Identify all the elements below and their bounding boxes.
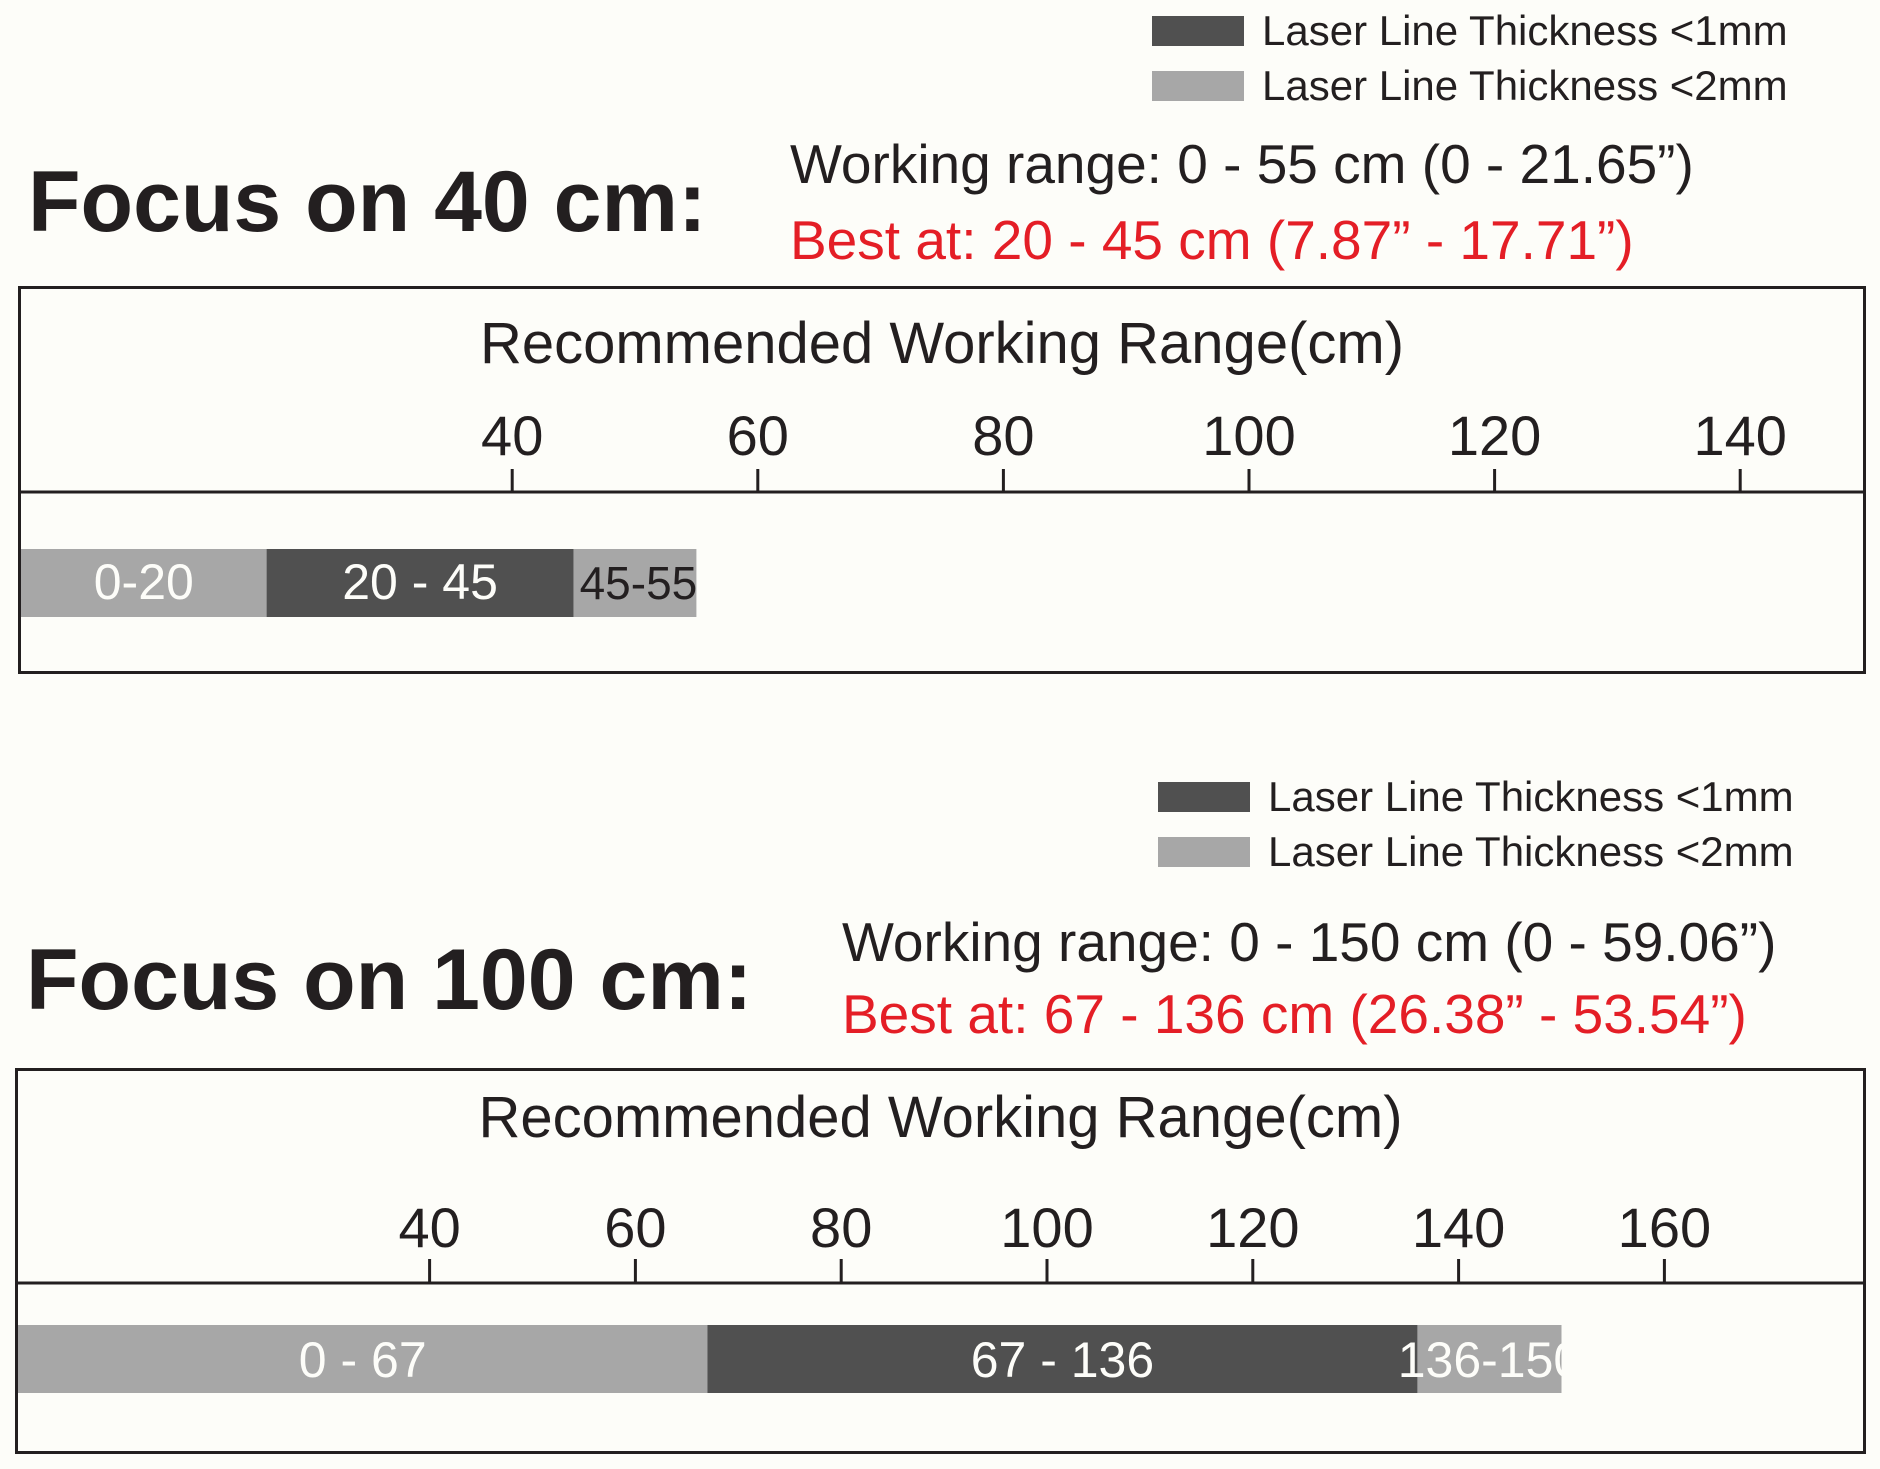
range-segment — [18, 1325, 708, 1393]
range-segment — [1417, 1325, 1562, 1393]
legend-swatch-dark — [1158, 782, 1250, 812]
tick-label: 140 — [1693, 404, 1786, 467]
segment-label: 45-55 — [580, 557, 698, 609]
range-segment — [573, 549, 697, 617]
range-segment — [707, 1325, 1418, 1393]
legend: Laser Line Thickness <1mm Laser Line Thi… — [1152, 6, 1852, 109]
legend-swatch-light — [1152, 71, 1244, 101]
tick-label: 60 — [604, 1196, 666, 1259]
legend-swatch-dark — [1152, 16, 1244, 46]
chart-title: Recommended Working Range(cm) — [479, 311, 1405, 376]
range-chart: 40 60 80 100 120 140 160 0 - 67 67 - 136 136-150 — [18, 1196, 1863, 1393]
range-segment — [266, 549, 574, 617]
tick-label: 40 — [398, 1196, 460, 1259]
legend-label: Laser Line Thickness <2mm — [1262, 62, 1788, 109]
panel-focus-100: Laser Line Thickness <1mm Laser Line Thi… — [0, 770, 1880, 1469]
focus-title: Focus on 100 cm: — [26, 932, 753, 1028]
chart-title: Recommended Working Range(cm) — [478, 1085, 1403, 1150]
best-range-text: Best at: 20 - 45 cm (7.87” - 17.71”) — [790, 209, 1634, 271]
best-range-text: Best at: 67 - 136 cm (26.38” - 53.54”) — [842, 983, 1747, 1045]
tick-label: 80 — [810, 1196, 872, 1259]
chart-box: Recommended Working Range(cm) 40 60 80 100 1… — [18, 286, 1866, 674]
segment-label: 136-150 — [1398, 1332, 1582, 1388]
tick-label: 100 — [1202, 404, 1295, 467]
tick-label: 60 — [727, 404, 789, 467]
working-range-text: Working range: 0 - 150 cm (0 - 59.06”) — [842, 911, 1777, 973]
tick-label: 40 — [481, 404, 543, 467]
tick-label: 120 — [1206, 1196, 1299, 1259]
legend-label: Laser Line Thickness <1mm — [1268, 773, 1794, 820]
legend-swatch-light — [1158, 837, 1250, 867]
panel-focus-40: Laser Line Thickness <1mm Laser Line Thi… — [0, 0, 1880, 690]
focus-title: Focus on 40 cm: — [28, 154, 707, 250]
segment-label: 20 - 45 — [342, 554, 498, 610]
range-segment — [21, 549, 267, 617]
segment-label: 0-20 — [94, 554, 194, 610]
legend: Laser Line Thickness <1mm Laser Line Thi… — [1158, 772, 1858, 875]
segment-label: 0 - 67 — [299, 1332, 427, 1388]
tick-label: 160 — [1618, 1196, 1711, 1259]
legend-label: Laser Line Thickness <1mm — [1262, 7, 1788, 54]
chart-box: Recommended Working Range(cm) 40 60 80 100 1… — [15, 1068, 1866, 1454]
segment-label: 67 - 136 — [971, 1332, 1154, 1388]
tick-label: 80 — [972, 404, 1034, 467]
tick-label: 100 — [1000, 1196, 1093, 1259]
working-range-text: Working range: 0 - 55 cm (0 - 21.65”) — [790, 133, 1694, 195]
legend-label: Laser Line Thickness <2mm — [1268, 828, 1794, 875]
tick-label: 120 — [1448, 404, 1541, 467]
tick-label: 140 — [1412, 1196, 1505, 1259]
